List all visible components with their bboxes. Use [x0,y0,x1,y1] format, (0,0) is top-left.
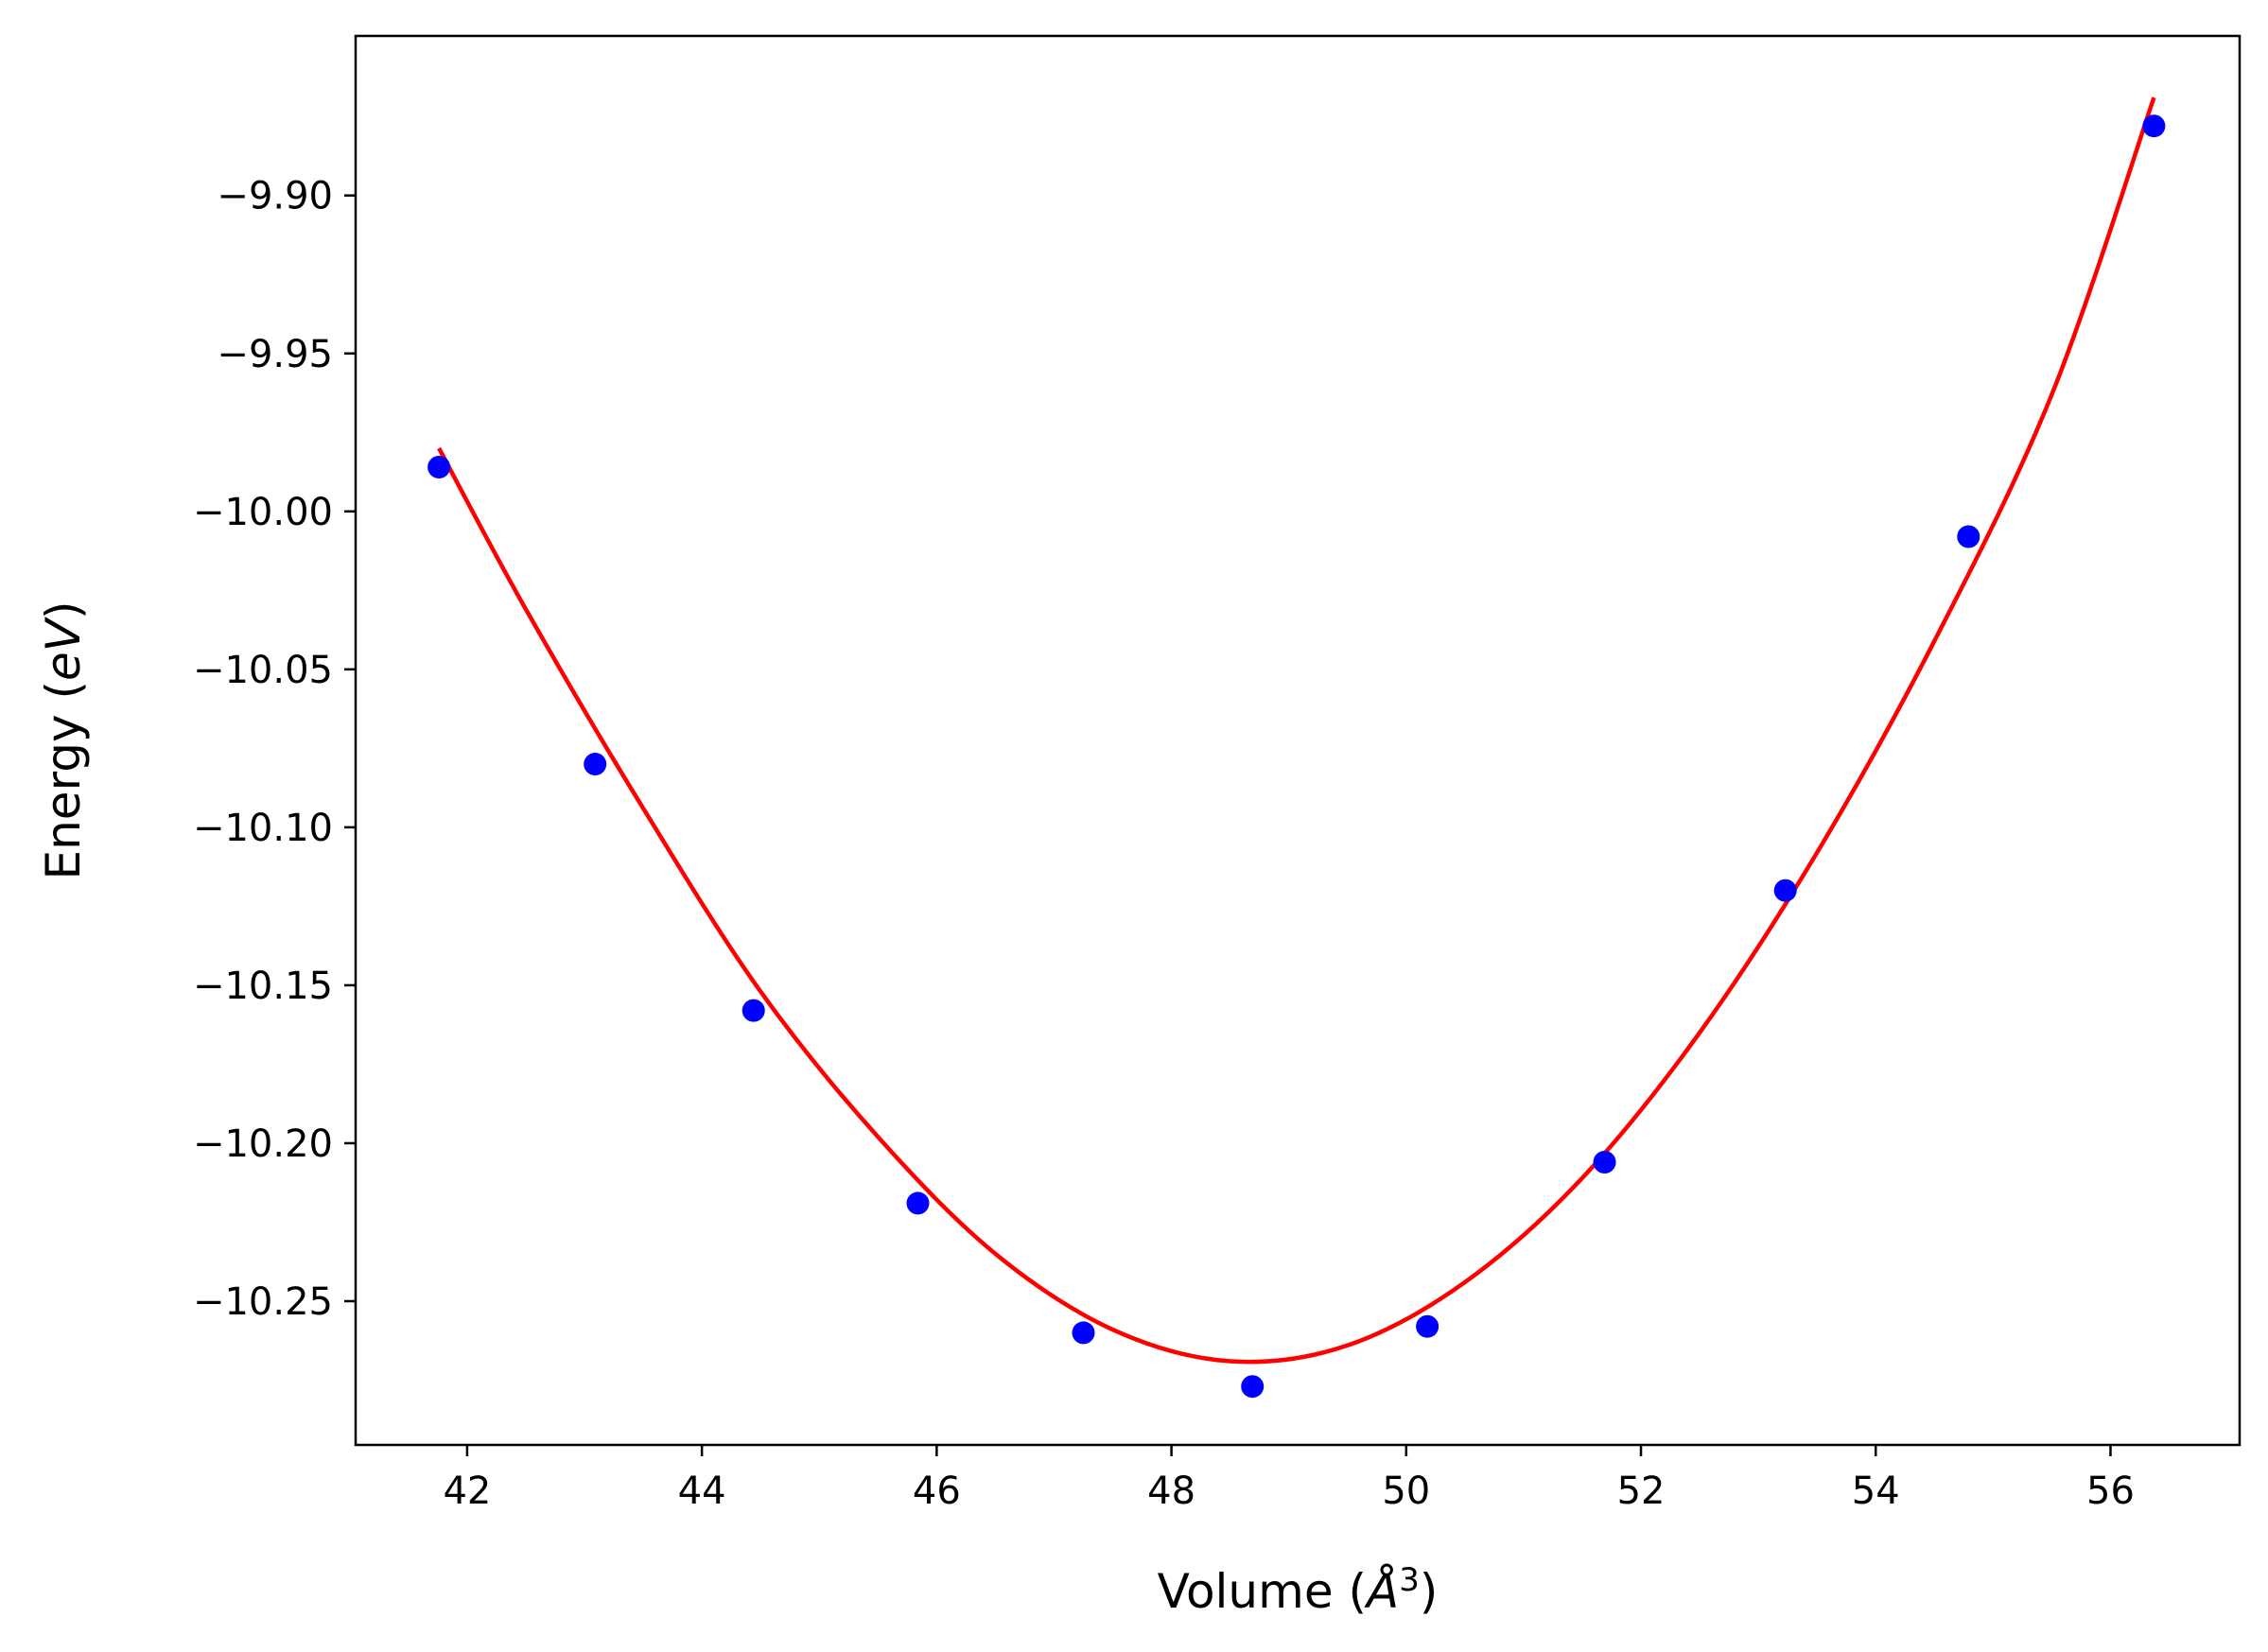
y-tick-label: −10.00 [193,491,333,534]
y-tick-label: −10.05 [193,649,333,692]
x-tick-label: 50 [1382,1469,1430,1513]
plot-area [356,36,2240,1445]
y-axis: −9.90 −9.95 −10.00 −10.05 −10.10 −10.15 −10.20… [193,175,356,1324]
y-tick-label: −10.25 [193,1280,333,1324]
data-point [584,753,607,776]
data-point [741,999,765,1022]
y-tick-label: −9.90 [217,175,333,218]
y-tick-label: −10.15 [193,965,333,1008]
x-tick-label: 46 [913,1469,961,1513]
data-point [2142,114,2166,138]
data-point [906,1191,930,1215]
x-tick-label: 42 [443,1469,491,1513]
y-tick-label: −10.20 [193,1122,333,1166]
x-tick-label: 56 [2086,1469,2135,1513]
fit-curve-layer [437,96,2156,1365]
x-tick-label: 54 [1852,1469,1900,1513]
x-tick-label: 48 [1147,1469,1195,1513]
data-point [1773,878,1797,902]
x-axis: 42 44 46 48 50 52 54 56 [443,1445,2135,1513]
y-tick-label: −10.10 [193,807,333,850]
y-axis-label: Energy (eV) [36,601,91,880]
axes-frame [354,34,2242,1447]
y-tick-label: −9.95 [217,333,333,376]
fit-curve-line [437,96,2156,1365]
x-tick-label: 44 [678,1469,726,1513]
x-tick-label: 52 [1617,1469,1666,1513]
data-point [1241,1375,1265,1399]
data-points-layer [427,114,2166,1399]
data-point [427,456,451,479]
data-point [1416,1314,1439,1338]
x-axis-label: Volume (Å3) [1158,1561,1439,1619]
data-point [1072,1321,1095,1345]
data-point [1593,1150,1616,1174]
data-point [1957,525,1980,548]
